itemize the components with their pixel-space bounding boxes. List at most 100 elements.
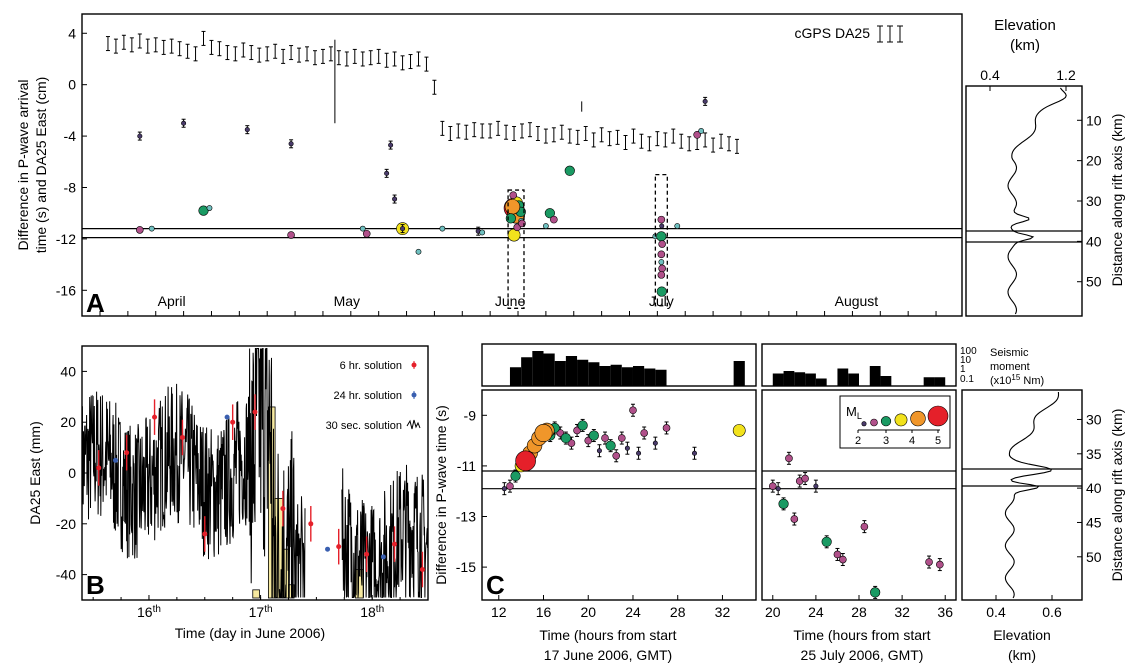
- panel-c-right-xtick-label: 32: [894, 604, 910, 620]
- panel-b-yticks: 40 20 0 -20 -40: [56, 363, 87, 583]
- panel-c-right-xtick-label: 28: [851, 604, 867, 620]
- panel-a-legend-symbol: [877, 25, 903, 43]
- panel-a-dashed-box-0: [507, 189, 525, 309]
- panel-c-july-point-6: [801, 474, 809, 483]
- panel-b-ytick-label: 0: [68, 465, 76, 481]
- panel-c-right-points: [768, 451, 944, 599]
- panel-a-ylabel-1: Difference in P-wave arrival: [15, 80, 31, 251]
- panel-a-ytick-label: 0: [68, 77, 76, 93]
- panel-a-quake-15: [400, 226, 406, 232]
- panel-c-june-point-2: [510, 470, 521, 482]
- panel-c-hist-right-bar-6: [848, 373, 859, 386]
- panel-c-left-xtick-label: 32: [715, 604, 731, 620]
- panel-a-june-quake-9: [509, 191, 518, 199]
- panel-b-legend-6hr: 6 hr. solution: [340, 360, 402, 372]
- panel-c-hist-left-bar-9: [610, 364, 622, 386]
- elev-ytick-label: 40: [1086, 233, 1102, 249]
- panel-c-july-point-3: [785, 454, 793, 463]
- panel-c-ytick-label: -9: [464, 407, 477, 423]
- panel-c-left-frame: [481, 389, 757, 601]
- ml-legend-label: ML: [846, 404, 862, 421]
- panel-b-24hr-point-2: [325, 546, 331, 552]
- panel-c-hist-left-bar-10: [621, 367, 633, 386]
- ml-legend-circle-3: [894, 413, 908, 427]
- panel-a-quake-4: [388, 142, 394, 148]
- panel-a-quake-8: [148, 225, 155, 232]
- panel-a-july-quake-5: [658, 264, 666, 273]
- panel-c-july-point-13: [925, 558, 933, 566]
- panel-c-right-xtick-label: 24: [808, 604, 824, 620]
- panel-c-hist-left-bar-8: [599, 366, 611, 386]
- panel-a-elevation-profile: [1007, 87, 1067, 315]
- panel-a-july-quake-4: [657, 250, 666, 259]
- moment-tick-1: 1: [960, 364, 966, 375]
- panel-b-6hr-point-9: [336, 544, 342, 550]
- panel-c-hist-left-bar-0: [509, 367, 522, 386]
- panel-c-june-point-25: [629, 406, 637, 415]
- panel-b-legend-30sec: 30 sec. solution: [326, 420, 402, 432]
- panel-c-june-point-28: [652, 440, 658, 446]
- panel-c-june-point-26: [636, 450, 642, 456]
- panel-a-ytick-label: -4: [64, 128, 77, 144]
- panel-c-hist-left: [509, 351, 745, 386]
- ml-legend-tick-label: 3: [883, 435, 889, 447]
- panel-a-ytick-label: -12: [56, 231, 76, 247]
- c-elev-xtick-label: 0.4: [986, 604, 1006, 620]
- panel-c-left-xtick-label: 12: [491, 604, 507, 620]
- panel-a-month-june: June: [495, 293, 526, 309]
- panel-c-elevation-yticks: 30 35 40 45 50: [1077, 411, 1102, 565]
- panel-c-june-point-30: [691, 450, 697, 456]
- panel-b-6hr-point-8: [308, 521, 314, 527]
- panel-c-right-xtick-label: 36: [937, 604, 953, 620]
- panel-a-elevation-ylabel: Distance along rift axis (km): [1109, 114, 1125, 287]
- panel-a-june-quake-5: [504, 199, 521, 215]
- panel-c-hist-right-bar-10: [934, 377, 946, 386]
- panel-a-ytick-label: -16: [56, 282, 76, 298]
- panel-a-quake-27: [702, 98, 708, 104]
- panel-b-6hr-point-11: [392, 541, 398, 547]
- panel-a-quake-28: [698, 128, 705, 134]
- ml-legend-ticks: 2 3 4 5: [855, 430, 941, 447]
- panel-c-july-point-1: [775, 486, 781, 492]
- panel-c-left-xlabel-2: 17 June 2006, GMT): [544, 647, 672, 663]
- elev-ytick-label: 30: [1086, 193, 1102, 209]
- panel-b-legend: 6 hr. solution 24 hr. solution 30 sec. s…: [302, 354, 426, 438]
- panel-c-june-point-29: [662, 424, 671, 432]
- panel-b-6hr-point-0: [96, 465, 102, 471]
- panel-c-letter: C: [486, 570, 505, 600]
- panel-c-june-point-16: [577, 420, 588, 431]
- panel-a-quake-1: [181, 120, 187, 126]
- panel-c-july-point-10: [839, 555, 847, 564]
- panel-c-ytick-label: -15: [456, 559, 476, 575]
- elev-ytick-label: 10: [1086, 112, 1102, 128]
- panel-c-june-point-24: [624, 445, 630, 451]
- panel-c-elevation-xlabel-1: Elevation: [993, 627, 1051, 643]
- panel-b-6hr-point-1: [124, 450, 130, 456]
- elev-ytick-label: 50: [1086, 274, 1102, 290]
- panel-c-hist-right-bar-9: [923, 377, 935, 386]
- panel-b-30sec-trace: [81, 348, 429, 598]
- panel-c-elevation-profile: [1004, 391, 1060, 599]
- panel-a-quake-21: [542, 223, 549, 229]
- panel-a-earthquake-points: [136, 96, 708, 297]
- panel-c-july-point-11: [860, 522, 869, 531]
- panel-c-ylabel: Difference in P-wave time (s): [433, 405, 449, 584]
- moment-tick-100: 100: [960, 346, 977, 357]
- panel-a-reference-lines: [82, 227, 962, 239]
- ml-legend-circle-0: [861, 421, 867, 427]
- panel-c: 100 10 1 0.1 Seismic moment (x1015 Nm) D…: [433, 343, 1125, 663]
- panel-c-elevation-frame: [961, 389, 1083, 601]
- c-elev-ytick-label: 45: [1086, 514, 1102, 530]
- panel-c-right-xtick-label: 20: [765, 604, 781, 620]
- panel-c-july-point-9: [833, 550, 842, 559]
- panel-c-july-point-12: [870, 587, 881, 598]
- panel-a-quake-19: [479, 229, 486, 236]
- panel-a-july-quake-6: [657, 271, 666, 279]
- panel-c-june-point-18: [588, 430, 599, 441]
- panel-b-ytick-label: -40: [56, 567, 76, 583]
- panel-a-month-labels: April May June July August: [158, 293, 879, 309]
- panel-c-left-xtick-label: 24: [625, 604, 641, 620]
- panel-a-quake-12: [359, 225, 366, 232]
- elev-xtick-label: 0.4: [980, 67, 1000, 83]
